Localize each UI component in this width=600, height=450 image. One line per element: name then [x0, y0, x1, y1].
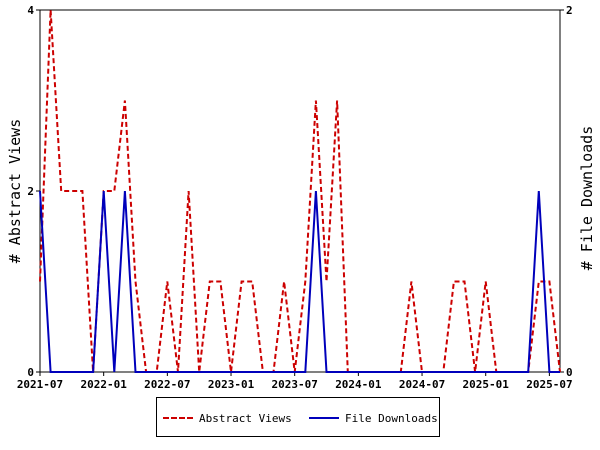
series-line-file-downloads [39, 190, 560, 373]
right-axis-title: # File Downloads [578, 126, 596, 271]
legend-swatch-dashed-red [163, 417, 193, 419]
left-axis-title: # Abstract Views [6, 119, 24, 264]
x-tick-label: 2021-07 [17, 378, 63, 391]
right-tick-label: 2 [566, 4, 573, 17]
x-tick-label: 2025-07 [526, 378, 572, 391]
left-tick-label: 2 [27, 185, 34, 198]
left-axis-ticks: 0 2 4 [27, 4, 40, 379]
x-tick-label: 2022-07 [144, 378, 190, 391]
x-tick-label: 2023-07 [272, 378, 318, 391]
right-axis-ticks: 02 [560, 4, 573, 379]
left-tick-label: 4 [27, 4, 34, 17]
x-tick-label: 2025-01 [463, 378, 510, 391]
series-layer [39, 9, 561, 373]
legend-item-file-downloads: File Downloads [309, 411, 438, 425]
legend: Abstract Views File Downloads [156, 397, 440, 437]
x-tick-label: 2024-07 [399, 378, 445, 391]
legend-label-file-downloads: File Downloads [345, 411, 438, 425]
x-tick-label: 2024-01 [335, 378, 382, 391]
x-tick-label: 2022-01 [80, 378, 127, 391]
x-tick-label: 2023-01 [208, 378, 255, 391]
right-tick-label: 0 [566, 366, 573, 379]
left-tick-label: 0 [27, 366, 34, 379]
x-axis-ticks: 2021-07 2022-01 2022-07 2023-01 2023-07 2024-… [17, 372, 573, 391]
series-line-abstract-views [39, 9, 561, 373]
legend-label-abstract-views: Abstract Views [199, 411, 292, 425]
legend-item-abstract-views: Abstract Views [163, 411, 292, 425]
legend-swatch-solid-blue [309, 417, 339, 419]
plot-area [39, 9, 561, 373]
